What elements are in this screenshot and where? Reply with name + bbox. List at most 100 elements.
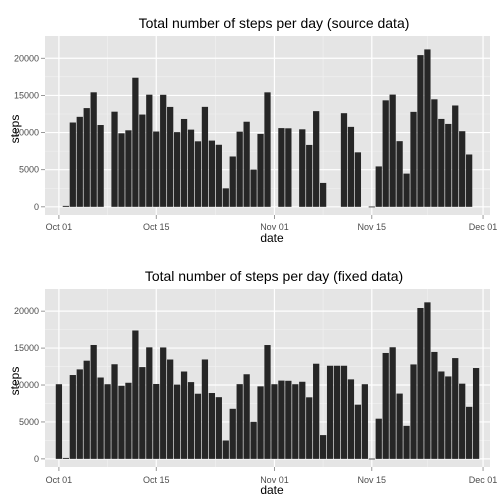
- bar: [62, 457, 69, 459]
- bar: [320, 435, 327, 459]
- bar: [97, 125, 104, 207]
- bar: [340, 365, 348, 459]
- bar: [354, 152, 362, 207]
- bar: [111, 364, 118, 459]
- x-tick-label: Oct 15: [143, 475, 170, 485]
- y-tick-label: 10000: [14, 128, 39, 138]
- bar: [271, 384, 278, 459]
- bar: [55, 384, 63, 459]
- bar: [139, 367, 146, 459]
- bar: [208, 393, 216, 459]
- bar: [375, 418, 382, 459]
- bar: [160, 94, 167, 207]
- bar: [403, 173, 410, 207]
- bar: [403, 425, 410, 459]
- y-tick-label: 20000: [14, 53, 39, 63]
- bar: [62, 205, 69, 207]
- bar: [382, 352, 389, 459]
- bar: [472, 368, 480, 459]
- bar: [459, 383, 466, 459]
- bar: [292, 384, 299, 459]
- bar: [83, 108, 90, 207]
- bar: [313, 111, 320, 207]
- bar: [229, 408, 236, 459]
- bar: [368, 206, 375, 208]
- bar: [97, 377, 104, 459]
- bar: [389, 94, 396, 207]
- bar: [153, 383, 160, 459]
- bar: [194, 141, 202, 207]
- bar: [389, 347, 396, 459]
- bar: [167, 106, 174, 207]
- bar: [173, 384, 181, 459]
- bar: [285, 380, 292, 459]
- bar: [459, 131, 466, 207]
- bar: [438, 118, 445, 207]
- x-axis-label: date: [260, 483, 284, 497]
- bar: [229, 156, 236, 207]
- y-tick-label: 15000: [14, 90, 39, 100]
- y-tick-label: 0: [34, 202, 39, 212]
- bar: [90, 344, 97, 459]
- bar: [354, 404, 362, 459]
- chart-title: Total number of steps per day (fixed dat…: [145, 268, 403, 284]
- chart-title: Total number of steps per day (source da…: [139, 15, 410, 31]
- y-tick-label: 5000: [19, 165, 39, 175]
- bar: [396, 141, 403, 207]
- y-axis-label: steps: [8, 367, 22, 396]
- bar: [382, 100, 389, 207]
- x-axis-label: date: [260, 231, 284, 245]
- x-tick-label: Dec 01: [469, 475, 498, 485]
- bar: [264, 92, 271, 207]
- bar: [424, 49, 431, 207]
- y-tick-label: 20000: [14, 306, 39, 316]
- bar: [320, 182, 327, 207]
- x-tick-label: Nov 01: [260, 222, 289, 232]
- y-tick-label: 0: [34, 454, 39, 464]
- bar: [111, 111, 118, 207]
- y-tick-label: 5000: [19, 417, 39, 427]
- x-tick-label: Nov 15: [358, 475, 387, 485]
- bar: [69, 122, 76, 207]
- bar: [375, 166, 382, 207]
- bar: [180, 371, 188, 459]
- bar: [299, 381, 306, 459]
- bar: [222, 188, 229, 207]
- y-axis-label: steps: [8, 115, 22, 144]
- bar: [347, 126, 355, 207]
- x-tick-label: Oct 01: [46, 475, 73, 485]
- x-tick-label: Nov 15: [358, 222, 387, 232]
- bar: [90, 92, 97, 207]
- y-tick-label: 15000: [14, 343, 39, 353]
- bar: [445, 123, 452, 207]
- bar: [160, 347, 167, 459]
- bar: [278, 380, 285, 459]
- bar: [243, 121, 250, 207]
- bar: [333, 365, 341, 459]
- bar: [118, 133, 125, 207]
- bar: [368, 458, 375, 460]
- bar: [201, 359, 209, 459]
- bar: [215, 397, 222, 459]
- bar: [208, 140, 216, 207]
- bar: [431, 99, 438, 207]
- x-tick-label: Oct 01: [46, 222, 73, 232]
- bar: [347, 379, 355, 459]
- bar: [452, 105, 459, 207]
- bar: [187, 129, 195, 207]
- bar: [146, 347, 153, 459]
- bar: [257, 133, 264, 207]
- bar: [167, 359, 174, 459]
- bar: [361, 384, 368, 459]
- bar: [76, 369, 83, 459]
- bar: [264, 345, 271, 459]
- bar: [431, 351, 438, 459]
- bar: [139, 114, 146, 207]
- bar: [125, 130, 132, 207]
- bar: [313, 363, 320, 459]
- bar: [396, 393, 403, 459]
- bar: [153, 131, 160, 207]
- bar: [466, 406, 473, 459]
- x-tick-label: Dec 01: [469, 222, 498, 232]
